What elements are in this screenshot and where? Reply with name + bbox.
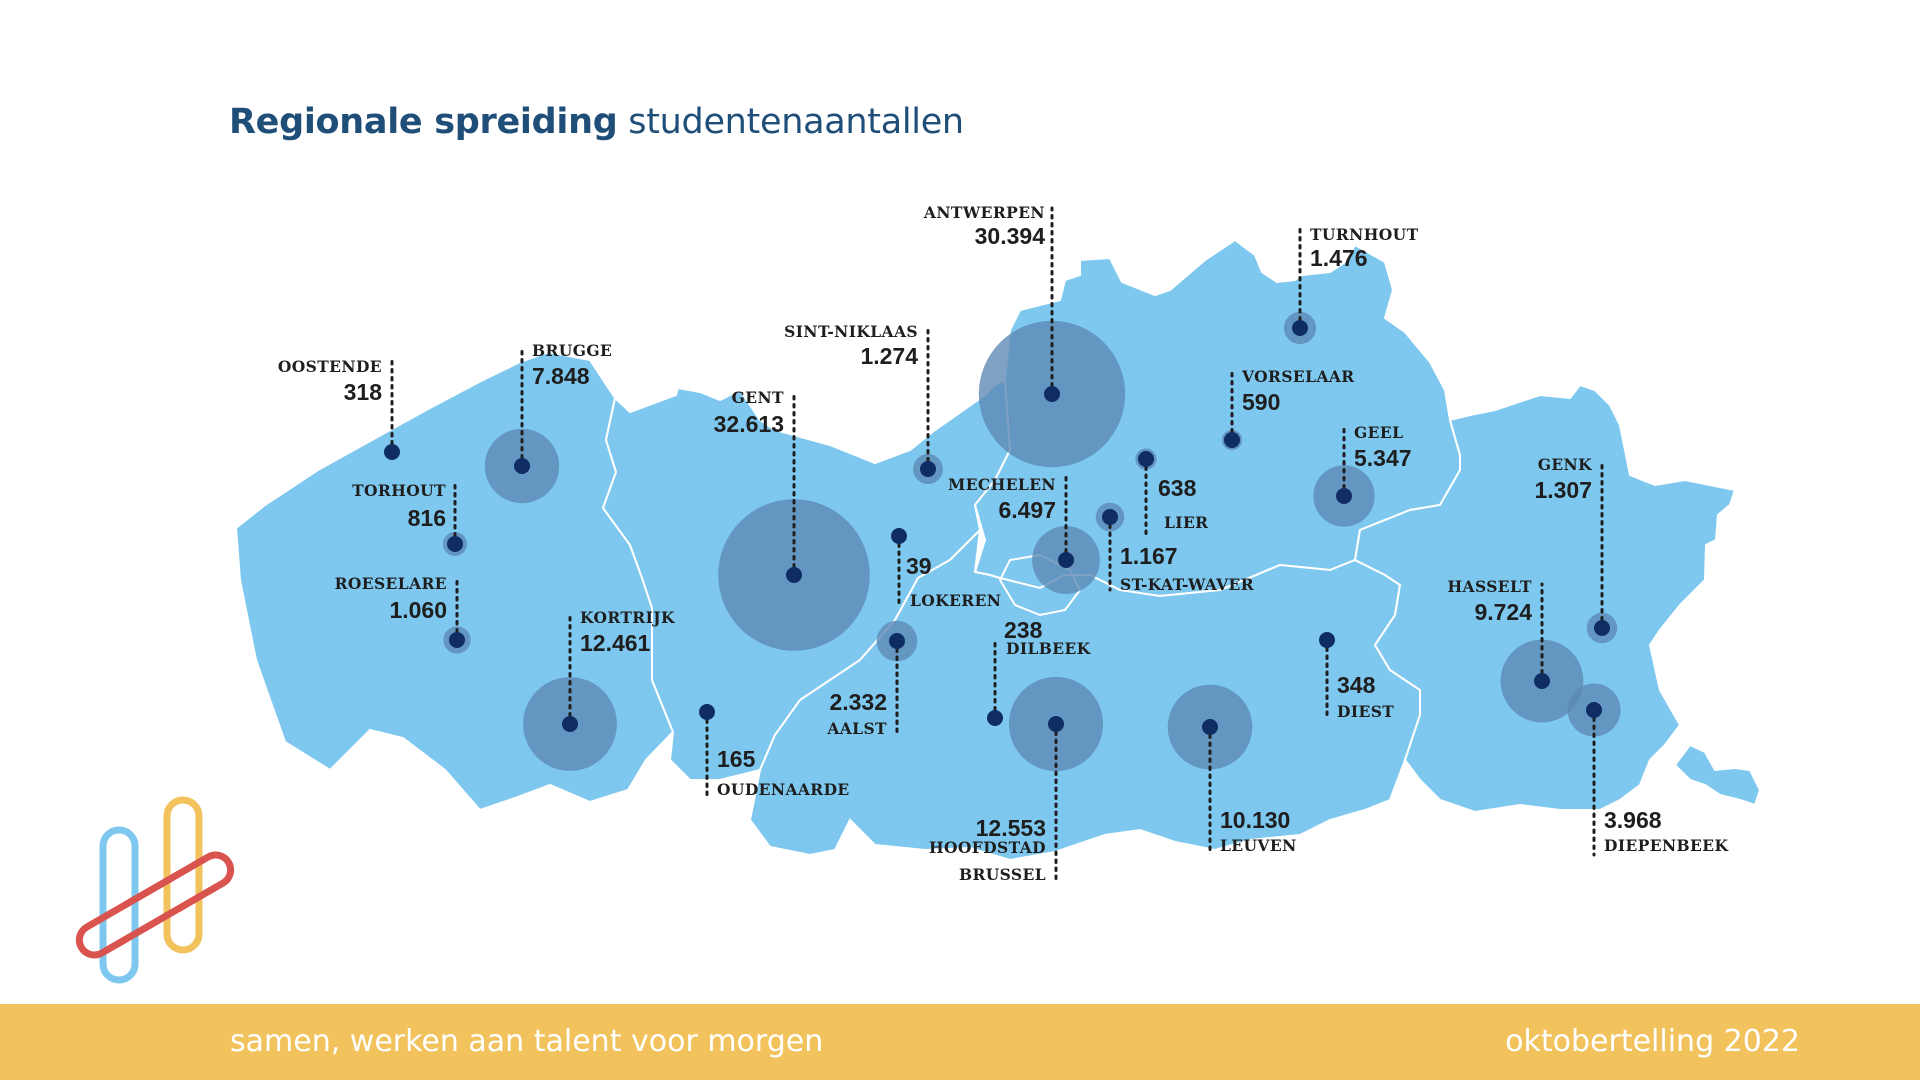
dot-vorselaar (1224, 432, 1240, 448)
dot-lokeren (891, 528, 907, 544)
dot-turnhout (1292, 320, 1308, 336)
label-name-torhout: TORHOUT (352, 481, 446, 500)
label-value-diest: 348 (1337, 672, 1376, 698)
dot-diest (1319, 632, 1335, 648)
label-name-kortrijk: KORTRIJK (580, 608, 675, 627)
voeren-exclave (1675, 745, 1760, 805)
dot-sint-niklaas (920, 461, 936, 477)
label-name-oostende: OOSTENDE (278, 357, 382, 376)
label-name-hasselt: HASSELT (1447, 577, 1532, 596)
dot-oostende (384, 444, 400, 460)
footer-bar: samen, werken aan talent voor morgen okt… (0, 1004, 1920, 1080)
label-name-lier: LIER (1164, 513, 1208, 532)
label-name-sint-niklaas: SINT-NIKLAAS (784, 322, 918, 341)
label-name-gent: GENT (732, 388, 784, 407)
label-name-brugge: BRUGGE (532, 341, 612, 360)
label-value-leuven: 10.130 (1220, 807, 1290, 833)
label-name-st-kat-waver: ST-KAT-WAVER (1120, 575, 1254, 594)
label-value-turnhout: 1.476 (1310, 245, 1368, 271)
label-value-genk: 1.307 (1534, 477, 1592, 503)
label-name-lokeren: LOKEREN (910, 591, 1001, 610)
label-value-antwerpen: 30.394 (975, 223, 1046, 249)
dot-antwerpen (1044, 386, 1060, 402)
label-value-diepenbeek: 3.968 (1604, 807, 1662, 833)
label-value-oostende: 318 (344, 379, 383, 405)
label-value-dilbeek: 238 (1004, 617, 1043, 643)
label-value-hoofdstad-brussel: 12.553 (976, 815, 1046, 841)
label-value-kortrijk: 12.461 (580, 630, 651, 656)
label-value-torhout: 816 (408, 505, 446, 531)
logo-icon (70, 790, 240, 990)
label-name-aalst: AALST (826, 719, 887, 738)
label-name-antwerpen: ANTWERPEN (923, 203, 1045, 222)
label-name-genk: GENK (1538, 455, 1592, 474)
label-value-lier: 638 (1158, 475, 1197, 501)
label-value-gent: 32.613 (714, 411, 784, 437)
dot-mechelen (1058, 552, 1074, 568)
label-value-hasselt: 9.724 (1474, 599, 1532, 625)
label-name-mechelen: MECHELEN (948, 475, 1056, 494)
label-name-vorselaar: VORSELAAR (1241, 367, 1355, 386)
label-value-st-kat-waver: 1.167 (1120, 543, 1178, 569)
dot-genk (1594, 620, 1610, 636)
label-name-oudenaarde: OUDENAARDE (717, 780, 850, 799)
label-value-lokeren: 39 (906, 553, 932, 579)
dot-leuven (1202, 719, 1218, 735)
dot-gent (786, 567, 802, 583)
dot-hoofdstad-brussel (1048, 716, 1064, 732)
dot-oudenaarde (699, 704, 715, 720)
dot-st-kat-waver (1102, 509, 1118, 525)
dot-diepenbeek (1586, 702, 1602, 718)
dot-kortrijk (562, 716, 578, 732)
dot-dilbeek (987, 710, 1003, 726)
label-name-geel: GEEL (1354, 423, 1403, 442)
label-value-sint-niklaas: 1.274 (860, 343, 918, 369)
label-value-vorselaar: 590 (1242, 389, 1280, 415)
label-value-oudenaarde: 165 (717, 746, 756, 772)
label-name-diepenbeek: DIEPENBEEK (1604, 836, 1728, 855)
dot-geel (1336, 488, 1352, 504)
label-name-leuven: LEUVEN (1220, 836, 1297, 855)
logo (70, 790, 240, 995)
label-name-diest: DIEST (1337, 702, 1394, 721)
label-name-turnhout: TURNHOUT (1310, 225, 1419, 244)
footer-slogan: samen, werken aan talent voor morgen (230, 1024, 823, 1059)
footer-date: oktobertelling 2022 (1505, 1024, 1800, 1059)
label-value-geel: 5.347 (1354, 445, 1412, 471)
label-value-roeselare: 1.060 (389, 597, 447, 623)
label-name2-hoofdstad-brussel: BRUSSEL (959, 865, 1046, 884)
dot-brugge (514, 458, 530, 474)
label-value-mechelen: 6.497 (998, 497, 1056, 523)
label-value-brugge: 7.848 (532, 363, 590, 389)
dot-lier (1138, 451, 1154, 467)
dot-hasselt (1534, 673, 1550, 689)
dot-torhout (447, 536, 463, 552)
label-value-aalst: 2.332 (829, 689, 887, 715)
dot-aalst (889, 633, 905, 649)
dot-roeselare (449, 632, 465, 648)
label-name-roeselare: ROESELARE (335, 574, 447, 593)
